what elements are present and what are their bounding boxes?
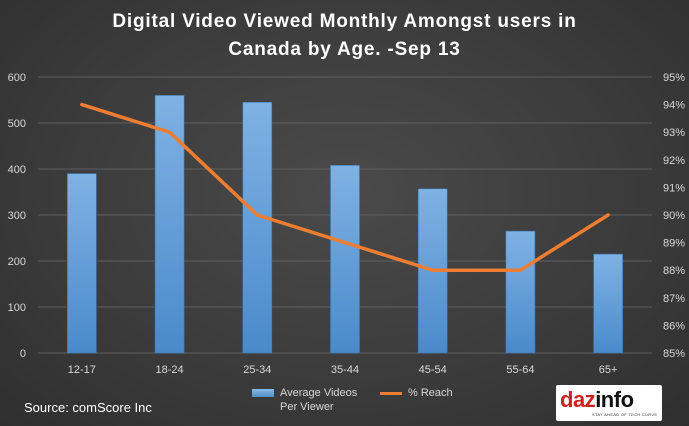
legend-label-bars-line-1: Average Videos — [280, 387, 358, 399]
reach-point — [255, 213, 259, 217]
y-left-tick-label: 200 — [8, 256, 26, 268]
y-right-tick-label: 87% — [663, 293, 685, 305]
legend-label-bars: Average Videos Per Viewer — [280, 386, 358, 414]
legend-label-line: % Reach — [408, 387, 453, 399]
reach-point — [431, 268, 435, 272]
bar — [505, 230, 536, 354]
chart-title-line-1: Digital Video Viewed Monthly Amongst use… — [112, 11, 577, 32]
y-right-tick-label: 91% — [663, 182, 685, 194]
y-right-tick-label: 86% — [663, 320, 685, 332]
dazeinfo-logo: dazinfo STAY AHEAD OF TECH CURVE — [556, 385, 662, 421]
y-right-tick-label: 90% — [663, 210, 685, 222]
logo-part-2: info — [595, 387, 634, 412]
x-tick-label: 25-34 — [243, 364, 271, 376]
legend-swatch-line — [380, 392, 402, 395]
y-axis-right: 85% 86% 87% 88% 89% 90% 91% 92% 93% 94% 95% — [663, 72, 685, 360]
y-left-tick-label: 500 — [8, 118, 26, 130]
reach-point — [168, 130, 172, 134]
source-text: Source: comScore Inc — [24, 400, 152, 415]
legend-item-bars: Average Videos Per Viewer — [252, 386, 358, 414]
logo-wordmark: dazinfo — [560, 387, 634, 413]
y-right-tick-label: 95% — [663, 72, 685, 84]
reach-point — [606, 213, 610, 217]
y-right-tick-label: 93% — [663, 127, 685, 139]
x-tick-label: 55-64 — [506, 364, 534, 376]
bar — [67, 173, 97, 354]
x-tick-label: 65+ — [599, 364, 618, 376]
bar — [330, 165, 360, 354]
reach-point — [518, 268, 522, 272]
reach-point — [80, 103, 84, 107]
y-right-tick-label: 89% — [663, 238, 685, 250]
x-tick-label: 45-54 — [419, 364, 447, 376]
y-right-tick-label: 94% — [663, 100, 685, 112]
y-right-tick-label: 92% — [663, 155, 685, 167]
x-tick-label: 18-24 — [156, 364, 184, 376]
y-left-tick-label: 0 — [20, 348, 26, 360]
y-left-tick-label: 400 — [8, 164, 26, 176]
x-axis: 12-17 18-24 25-34 35-44 45-54 55-64 65+ — [68, 364, 618, 376]
y-right-tick-label: 88% — [663, 265, 685, 277]
bar — [593, 253, 623, 354]
legend-swatch-bar — [252, 389, 274, 397]
x-tick-label: 35-44 — [331, 364, 359, 376]
legend: Average Videos Per Viewer % Reach — [252, 386, 508, 420]
chart-title: Digital Video Viewed Monthly Amongst use… — [0, 8, 689, 64]
y-left-tick-label: 600 — [8, 72, 26, 84]
y-left-tick-label: 300 — [8, 210, 26, 222]
chart-title-line-2: Canada by Age. -Sep 13 — [228, 39, 461, 60]
legend-item-line: % Reach — [380, 386, 486, 400]
logo-part-1: daz — [560, 387, 596, 412]
logo-tagline: STAY AHEAD OF TECH CURVE — [592, 412, 658, 417]
x-tick-label: 12-17 — [68, 364, 96, 376]
reach-point — [343, 241, 347, 245]
y-axis-left: 0 100 200 300 400 500 600 — [8, 72, 26, 360]
bar — [154, 95, 185, 354]
bar-series — [67, 95, 623, 354]
legend-label-bars-line-2: Per Viewer — [280, 401, 334, 413]
line-series — [80, 102, 610, 272]
bar — [242, 102, 273, 354]
y-right-tick-label: 85% — [663, 348, 685, 360]
y-left-tick-label: 100 — [8, 302, 26, 314]
